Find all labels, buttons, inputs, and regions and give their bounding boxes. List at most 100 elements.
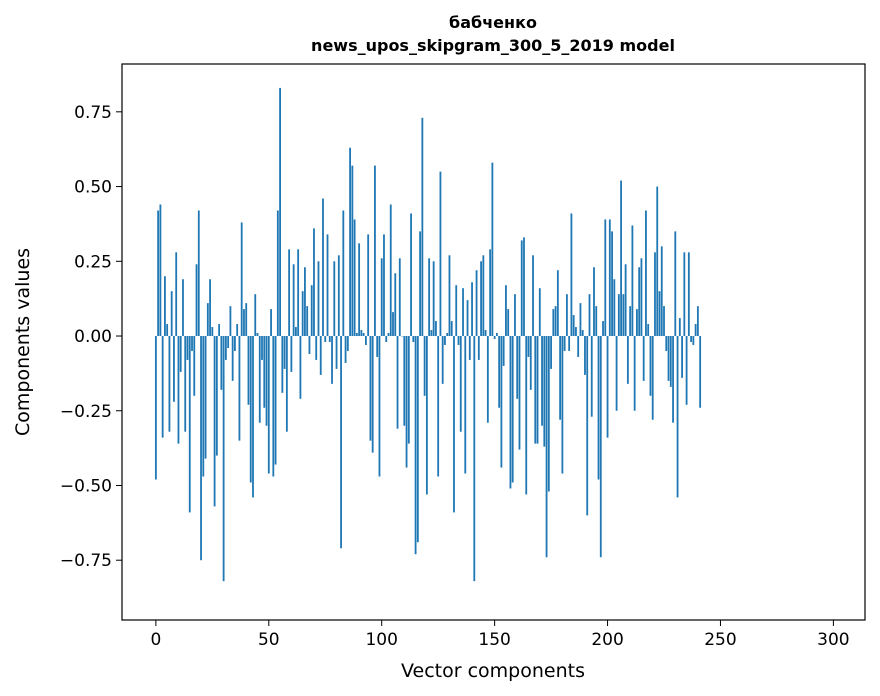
x-tick-label: 250 [704, 630, 736, 650]
bar [640, 258, 643, 337]
bar [543, 336, 546, 447]
bar [369, 336, 372, 441]
x-tick-label: 50 [258, 630, 280, 650]
bar [602, 321, 604, 337]
bar [509, 336, 512, 489]
y-tick-label: 0.50 [74, 178, 112, 198]
bar [270, 309, 272, 337]
y-axis-ticks: 0.75 0.50 0.25 0.00 −0.25 −0.50 −0.75 [60, 103, 122, 571]
bar [660, 246, 663, 337]
bar [292, 264, 295, 337]
bar [425, 336, 428, 495]
bar [536, 336, 539, 444]
x-tick-label: 0 [150, 630, 161, 650]
bar [428, 258, 431, 337]
bar [195, 264, 198, 337]
bar [166, 324, 169, 337]
bar [468, 336, 471, 360]
bar [687, 252, 690, 337]
bar [692, 336, 695, 345]
bar [685, 336, 688, 405]
bar [626, 336, 629, 384]
bar [170, 291, 173, 337]
y-tick-label: −0.25 [60, 402, 112, 422]
bar [599, 336, 602, 558]
bar [164, 276, 166, 337]
bar [676, 336, 679, 498]
bar [606, 336, 609, 438]
bar [224, 336, 227, 360]
bar [663, 306, 665, 337]
bar-series [154, 87, 702, 582]
bar [294, 327, 297, 337]
bar [274, 336, 277, 465]
bar [590, 336, 593, 417]
bar [231, 336, 234, 381]
bar [308, 336, 311, 354]
bar [581, 330, 584, 337]
bar [267, 336, 270, 474]
bar [324, 336, 327, 342]
bar [491, 162, 494, 337]
bar [611, 231, 613, 337]
bar [645, 210, 647, 337]
bar [362, 333, 365, 337]
bar [220, 336, 223, 390]
bar [584, 336, 586, 375]
bar [502, 336, 505, 366]
bar [367, 234, 370, 337]
bar [175, 252, 178, 337]
bar [475, 270, 478, 337]
bar [281, 336, 284, 393]
bar [204, 336, 207, 459]
bar [654, 252, 656, 337]
bar [507, 309, 510, 337]
bar [335, 336, 338, 369]
bar [437, 336, 440, 477]
bar [534, 336, 537, 444]
x-axis-ticks: 0 50 100 150 200 250 300 [150, 620, 850, 650]
bar [374, 165, 376, 337]
bar [297, 249, 300, 337]
bar [565, 294, 568, 337]
x-axis-label: Vector components [401, 660, 585, 682]
bar [631, 225, 634, 337]
bar [254, 294, 257, 337]
bar [613, 279, 616, 337]
bar [283, 336, 286, 369]
bar [642, 336, 645, 381]
bar [505, 285, 507, 337]
bar [306, 306, 309, 337]
bar [459, 336, 462, 432]
bar [412, 336, 415, 342]
bar [462, 288, 464, 337]
bar [249, 336, 252, 483]
y-tick-label: −0.50 [60, 476, 112, 496]
bar [421, 117, 424, 337]
bar [392, 312, 394, 337]
bar [608, 219, 611, 337]
bar [423, 336, 426, 396]
bar [681, 336, 683, 378]
bar [236, 324, 239, 337]
bar [588, 294, 591, 337]
bar [383, 234, 385, 337]
bar [568, 336, 571, 351]
bar [200, 336, 202, 561]
y-tick-label: 0.25 [74, 252, 112, 272]
bar [349, 147, 351, 337]
bar [690, 336, 693, 342]
bar [647, 324, 650, 337]
bar [299, 336, 302, 399]
bar [344, 336, 347, 363]
bar [328, 336, 331, 342]
bar [304, 267, 306, 337]
bar [678, 318, 681, 337]
bar [683, 252, 686, 337]
bar [498, 336, 501, 408]
bar [604, 219, 607, 337]
bar [593, 267, 595, 337]
bar [595, 306, 598, 337]
bar [365, 336, 367, 345]
chart-title: бабченко [449, 13, 537, 32]
